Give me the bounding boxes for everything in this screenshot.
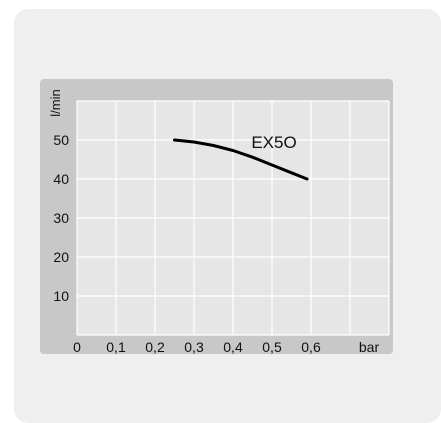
y-tick-label: 20 (53, 249, 69, 265)
gridlines (76, 100, 390, 336)
series-group: EX5O (173, 133, 309, 181)
x-axis-label: bar (359, 339, 380, 355)
series-line (173, 138, 309, 181)
x-tick-label: 0,1 (106, 339, 126, 355)
y-tick-label: 30 (53, 210, 69, 226)
y-tick-label: 10 (53, 288, 69, 304)
series-label: EX5O (251, 133, 296, 152)
x-tick-label: 0,2 (145, 339, 165, 355)
x-tick-label: 0,3 (184, 339, 204, 355)
y-tick-label: 50 (53, 132, 69, 148)
x-tick-label: 0,4 (223, 339, 243, 355)
tick-labels: 0 0,1 0,2 0,3 0,4 0,5 0,6 10 20 30 40 50 (53, 132, 321, 355)
y-tick-label: 40 (53, 171, 69, 187)
x-tick-label: 0,6 (301, 339, 321, 355)
y-axis-label: l/min (48, 89, 63, 116)
x-tick-label: 0,5 (262, 339, 282, 355)
x-tick-label: 0 (73, 339, 81, 355)
